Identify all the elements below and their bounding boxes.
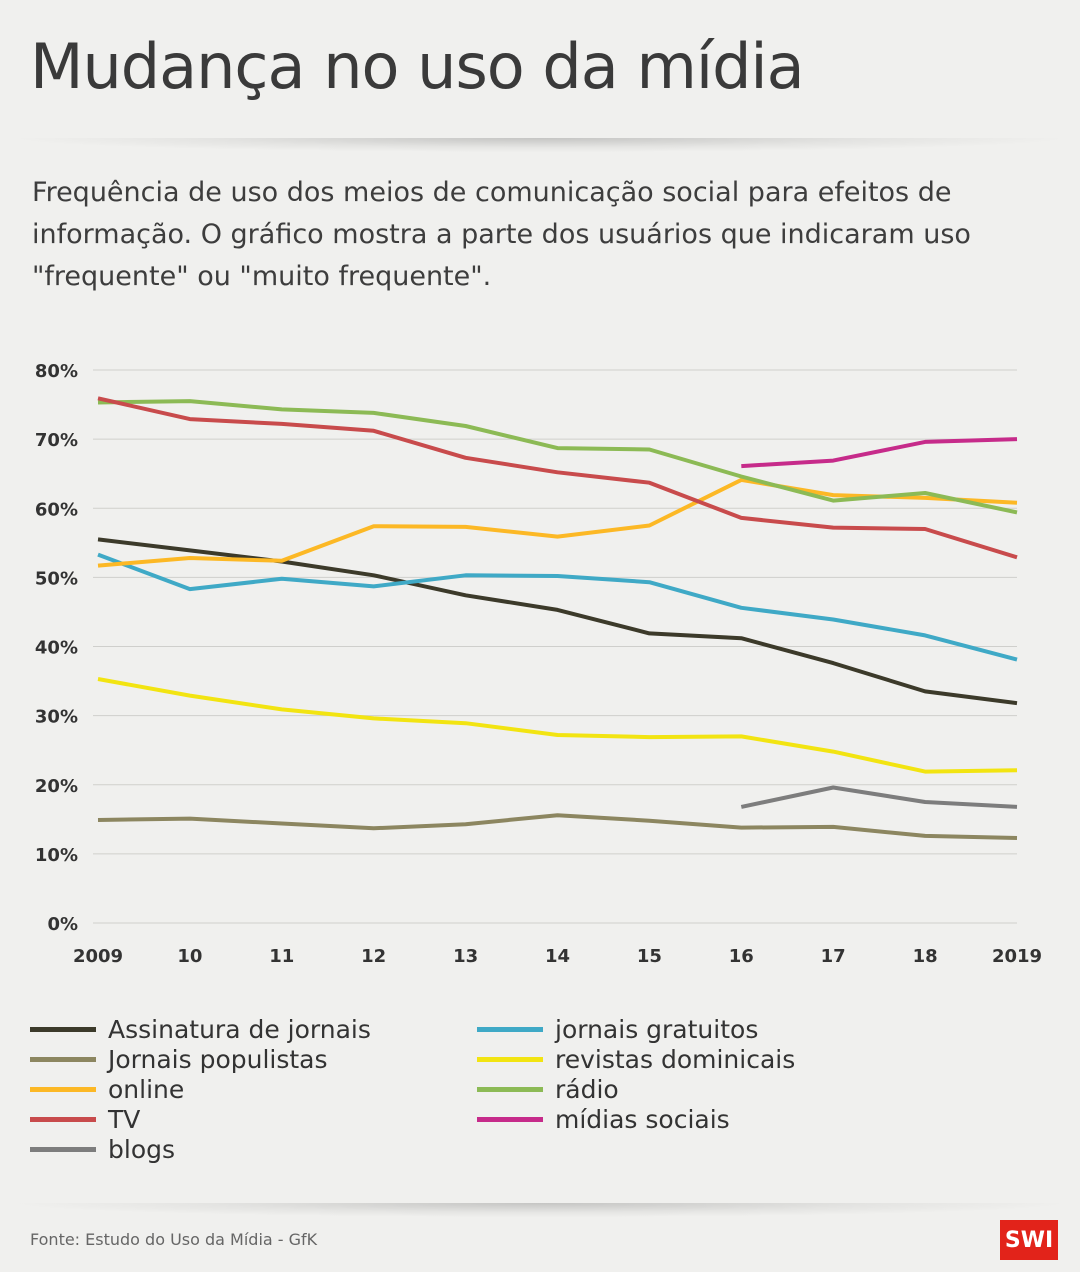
- legend-label: Jornais populistas: [108, 1044, 328, 1074]
- y-tick-label: 80%: [35, 361, 78, 382]
- legend-swatch: [30, 1116, 96, 1122]
- legend-item: mídias sociais: [477, 1104, 730, 1134]
- y-tick-label: 0%: [47, 914, 78, 935]
- legend-label: revistas dominicais: [555, 1044, 796, 1074]
- series-line-assinatura-de-jornais: [97, 537, 1018, 706]
- x-tick-label: 18: [913, 946, 938, 967]
- series-line-jornais-populistas: [97, 813, 1018, 840]
- x-tick-label: 10: [177, 946, 202, 967]
- legend-label: jornais gratuitos: [555, 1014, 759, 1044]
- series-line-midias-sociais: [741, 437, 1018, 469]
- bottom-divider: [20, 1203, 1060, 1217]
- legend-label: blogs: [108, 1134, 176, 1164]
- legend-label: Assinatura de jornais: [108, 1014, 371, 1044]
- legend-item: blogs: [30, 1134, 175, 1164]
- series-line-radio: [97, 399, 1018, 515]
- y-tick-label: 60%: [35, 499, 78, 520]
- legend-swatch: [30, 1086, 96, 1092]
- x-tick-label: 2009: [73, 946, 123, 967]
- legend-label: TV: [108, 1104, 141, 1134]
- series-line-revistas-dominicais: [97, 677, 1018, 774]
- top-divider: [20, 138, 1060, 152]
- series-lines: [97, 396, 1018, 840]
- y-tick-label: 50%: [35, 568, 78, 589]
- chart-subtitle: Frequência de uso dos meios de comunicaç…: [32, 177, 971, 292]
- x-tick-label: 14: [545, 946, 570, 967]
- legend-swatch: [30, 1026, 96, 1032]
- legend-item: revistas dominicais: [477, 1044, 795, 1074]
- legend-item: TV: [30, 1104, 140, 1134]
- source-note: Fonte: Estudo do Uso da Mídia - GfK: [30, 1230, 318, 1249]
- legend-item: Jornais populistas: [30, 1044, 328, 1074]
- legend-item: jornais gratuitos: [477, 1014, 758, 1044]
- x-tick-label: 13: [453, 946, 478, 967]
- legend-item: online: [30, 1074, 184, 1104]
- y-tick-label: 30%: [35, 707, 78, 728]
- legend-swatch: [30, 1146, 96, 1152]
- legend-swatch: [477, 1026, 543, 1032]
- y-axis-ticks: 0% 10% 20% 30% 40% 50% 60% 70% 80%: [35, 361, 78, 935]
- chart-title: Mudança no uso da mídia: [30, 30, 805, 103]
- x-tick-label: 2019: [992, 946, 1042, 967]
- y-tick-label: 10%: [35, 845, 78, 866]
- legend-label: rádio: [555, 1074, 619, 1104]
- line-chart: 0% 10% 20% 30% 40% 50% 60% 70% 80% 2009 10 11 12 13 1…: [35, 361, 1042, 967]
- x-tick-label: 16: [729, 946, 754, 967]
- legend-swatch: [477, 1056, 543, 1062]
- x-axis-ticks: 2009 10 11 12 13 14 15 16 17 18 2019: [73, 946, 1042, 967]
- legend-item: Assinatura de jornais: [30, 1014, 371, 1044]
- x-tick-label: 11: [269, 946, 294, 967]
- x-tick-label: 15: [637, 946, 662, 967]
- y-tick-label: 20%: [35, 776, 78, 797]
- legend-swatch: [477, 1086, 543, 1092]
- series-line-tv: [97, 396, 1018, 560]
- legend-label: mídias sociais: [555, 1104, 730, 1134]
- legend-swatch: [477, 1116, 543, 1122]
- x-tick-label: 17: [821, 946, 846, 967]
- x-tick-label: 12: [361, 946, 386, 967]
- legend-item: rádio: [477, 1074, 619, 1104]
- series-line-jornais-gratuitos: [97, 552, 1018, 662]
- legend-label: online: [108, 1074, 185, 1104]
- series-line-online: [97, 477, 1018, 568]
- swi-logo: SWI: [1000, 1220, 1058, 1260]
- y-tick-label: 40%: [35, 638, 78, 659]
- chart-legend: Assinatura de jornais jornais gratuitos Jo…: [30, 1014, 1030, 1174]
- y-tick-label: 70%: [35, 430, 78, 451]
- legend-swatch: [30, 1056, 96, 1062]
- series-line-blogs: [740, 785, 1018, 809]
